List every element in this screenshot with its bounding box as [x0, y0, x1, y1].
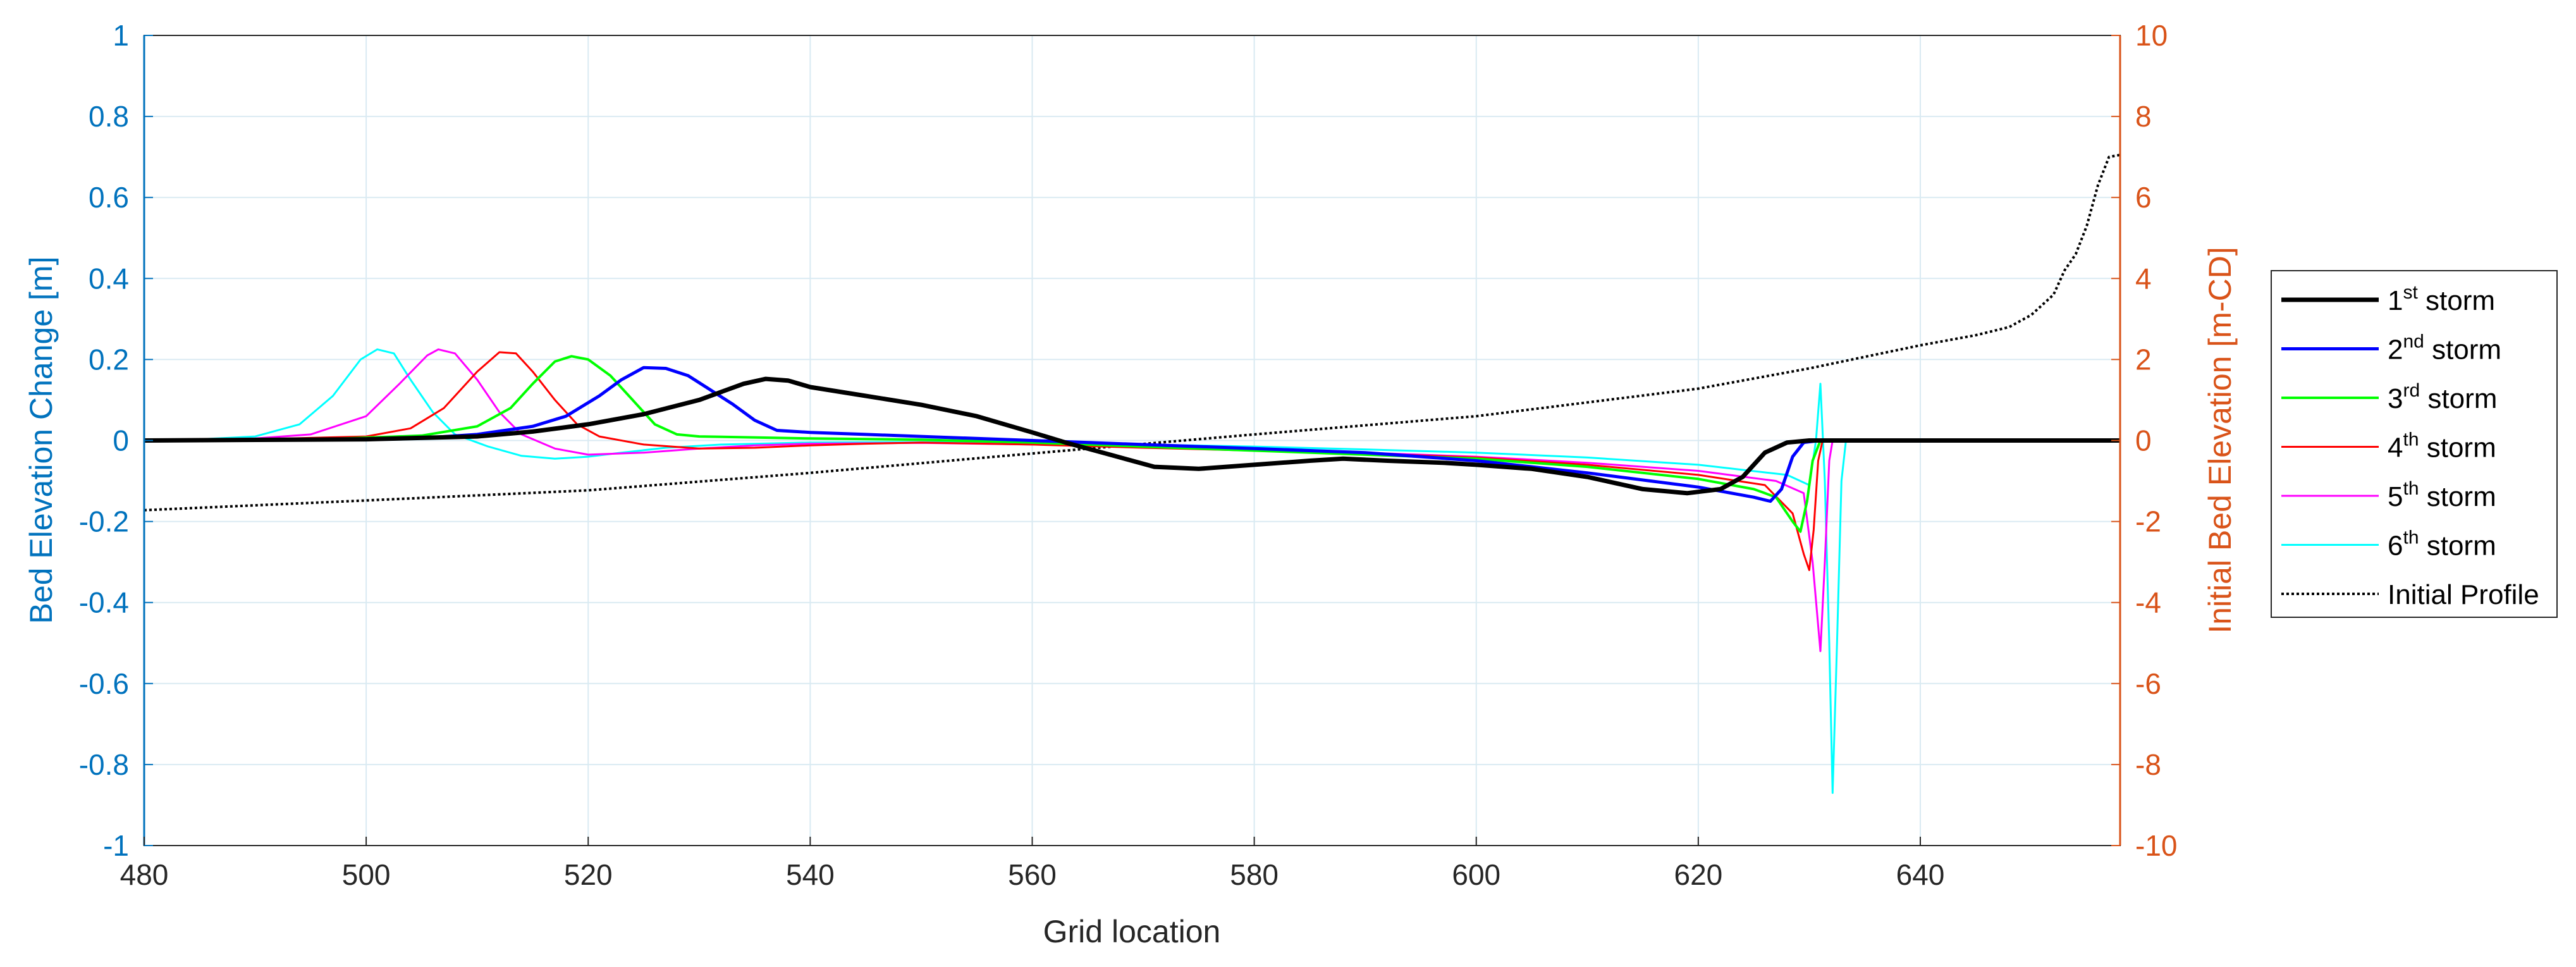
series-line-1 — [144, 376, 2120, 496]
legend-label-sup: st — [2403, 282, 2418, 303]
right-tick-label: 8 — [2135, 100, 2152, 133]
right-tick-label: -8 — [2135, 748, 2161, 781]
legend-label-base: 3 — [2388, 383, 2403, 414]
x-tick-label: 600 — [1452, 858, 1500, 891]
legend-label-rest: storm — [2418, 285, 2495, 316]
legend-label-rest: storm — [2419, 481, 2496, 512]
legend-label-7: Initial Profile — [2388, 579, 2539, 610]
left-tick-label: 0.6 — [89, 181, 129, 214]
legend-label-rest: storm — [2419, 531, 2496, 562]
ticks: 480 500 520 540 560 580 600 620 640-1-0.8-0.6-0.… — [79, 19, 2178, 891]
left-tick-label: -1 — [103, 829, 129, 862]
legend-label-sup: th — [2403, 429, 2419, 450]
grid — [144, 35, 2120, 846]
legend-label-rest: storm — [2424, 335, 2501, 366]
x-tick-label: 620 — [1674, 858, 1722, 891]
legend-label-4: 4th storm — [2388, 429, 2496, 464]
left-tick-label: -0.6 — [79, 667, 129, 700]
x-axis-title: Grid location — [1043, 914, 1221, 949]
legend-label-base: 6 — [2388, 531, 2403, 562]
series-line-2 — [144, 366, 2120, 503]
series-line-6 — [144, 348, 2120, 794]
right-tick-label: 10 — [2135, 19, 2168, 52]
legend-label-3: 3rd storm — [2388, 380, 2497, 414]
legend-label-base: 1 — [2388, 285, 2403, 316]
x-tick-label: 640 — [1896, 858, 1945, 891]
legend-label-sup: rd — [2403, 380, 2420, 401]
legend-label-base: 2 — [2388, 335, 2403, 366]
right-tick-label: 4 — [2135, 262, 2152, 295]
left-tick-label: 0.2 — [89, 343, 129, 376]
legend-label-rest: storm — [2419, 433, 2496, 464]
left-tick-label: 0.4 — [89, 262, 129, 295]
x-tick-label: 480 — [120, 858, 169, 891]
left-tick-label: 0 — [113, 424, 129, 457]
legend-label-5: 5th storm — [2388, 478, 2496, 512]
series-line-5 — [144, 348, 2120, 653]
x-tick-label: 520 — [564, 858, 613, 891]
x-tick-label: 560 — [1008, 858, 1057, 891]
left-tick-label: 0.8 — [89, 100, 129, 133]
series-line-3 — [144, 355, 2120, 533]
legend-label-base: 4 — [2388, 433, 2403, 464]
legend-label-1: 1st storm — [2388, 282, 2495, 316]
x-tick-label: 540 — [786, 858, 835, 891]
legend-label-2: 2nd storm — [2388, 331, 2501, 366]
legend-label-sup: nd — [2403, 331, 2424, 352]
right-tick-label: -2 — [2135, 505, 2161, 538]
left-axis-title: Bed Elevation Change [m] — [23, 257, 59, 624]
series-line-7 — [144, 153, 2120, 512]
legend-box — [2271, 270, 2558, 618]
x-tick-label: 580 — [1230, 858, 1279, 891]
legend-label-sup: th — [2403, 527, 2419, 548]
left-tick-label: 1 — [113, 19, 129, 52]
series-line-4 — [144, 351, 2120, 571]
right-tick-label: 0 — [2135, 424, 2152, 457]
left-tick-label: -0.8 — [79, 748, 129, 781]
right-tick-label: -4 — [2135, 586, 2161, 619]
series-group — [144, 153, 2120, 794]
left-tick-label: -0.2 — [79, 505, 129, 538]
legend-label-base: Initial Profile — [2388, 579, 2539, 610]
right-tick-label: 2 — [2135, 343, 2152, 376]
legend-label-rest: storm — [2420, 383, 2497, 414]
legend-label-base: 5 — [2388, 481, 2403, 512]
left-tick-label: -0.4 — [79, 586, 129, 619]
right-tick-label: -6 — [2135, 667, 2161, 700]
legend-label-6: 6th storm — [2388, 527, 2496, 562]
x-tick-label: 500 — [342, 858, 391, 891]
right-tick-label: 6 — [2135, 181, 2152, 214]
right-tick-label: -10 — [2135, 829, 2177, 862]
right-axis-title: Initial Bed Elevation [m-CD] — [2202, 247, 2238, 633]
legend-label-sup: th — [2403, 478, 2419, 499]
